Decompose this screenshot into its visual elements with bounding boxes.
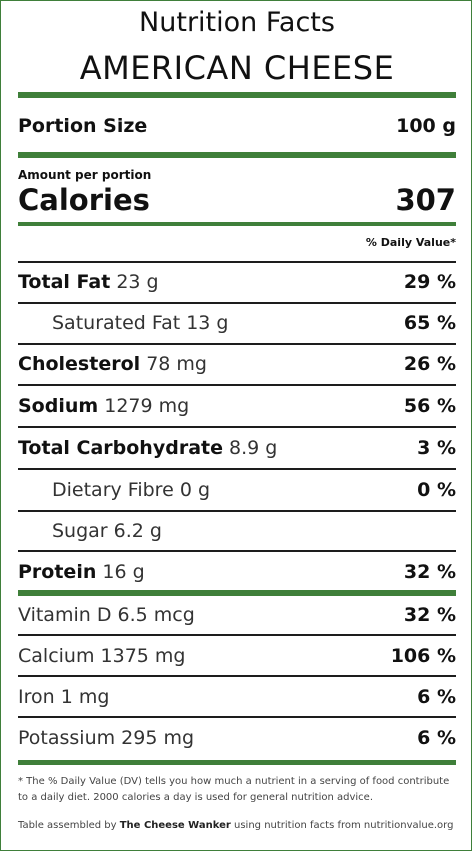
nutrient-dv: 65 % (403, 312, 456, 334)
calories-label: Calories (18, 183, 150, 217)
nutrient-name: Sodium (18, 395, 99, 417)
vitamin-amount: 6.5 mcg (117, 604, 195, 626)
nutrient-name: Total Carbohydrate (18, 437, 223, 459)
vitamin-row-potassium: Potassium 295 mg 6 % (18, 718, 456, 758)
row-divider (18, 468, 456, 470)
nutrient-dv: 26 % (403, 353, 456, 375)
row-divider (18, 634, 456, 636)
daily-value-header: % Daily Value* (365, 236, 456, 249)
vitamin-amount: 1 mg (60, 686, 110, 708)
nutrient-amount: 0 g (179, 479, 211, 501)
calories-row: Calories 307 (18, 180, 456, 220)
credit-author: The Cheese Wanker (119, 820, 231, 831)
vitamin-row-calcium: Calcium 1375 mg 106 % (18, 636, 456, 676)
nutrient-row-total-carbohydrate: Total Carbohydrate 8.9 g 3 % (18, 428, 456, 468)
green-divider (18, 152, 456, 158)
vitamin-name: Iron (18, 686, 55, 708)
row-divider (18, 426, 456, 428)
nutrient-row-sodium: Sodium 1279 mg 56 % (18, 386, 456, 426)
nutrient-row-total-fat: Total Fat 23 g 29 % (18, 262, 456, 302)
vitamin-amount: 1375 mg (100, 645, 186, 667)
row-divider (18, 384, 456, 386)
nutrient-amount: 6.2 g (113, 520, 162, 542)
green-divider (18, 222, 456, 226)
green-divider (18, 92, 456, 98)
credit-prefix: Table assembled by (18, 820, 120, 831)
vitamin-name: Potassium (18, 727, 116, 749)
nutrient-dv: 56 % (403, 395, 456, 417)
row-divider (18, 261, 456, 263)
amount-per-portion-label: Amount per portion (18, 168, 152, 182)
nutrient-amount: 13 g (186, 312, 229, 334)
nutrient-name: Cholesterol (18, 353, 141, 375)
nutrient-row-cholesterol: Cholesterol 78 mg 26 % (18, 344, 456, 384)
nutrient-row-dietary-fibre: Dietary Fibre 0 g 0 % (18, 470, 456, 510)
vitamin-name: Calcium (18, 645, 95, 667)
portion-size-label: Portion Size (18, 115, 148, 137)
nutrient-name: Protein (18, 561, 97, 583)
portion-size-value: 100 g (396, 115, 456, 137)
row-divider (18, 302, 456, 304)
vitamin-row-vitamin-d: Vitamin D 6.5 mcg 32 % (18, 595, 456, 635)
nutrient-name: Total Fat (18, 271, 111, 293)
row-divider (18, 550, 456, 552)
row-divider (18, 716, 456, 718)
green-divider (18, 590, 456, 596)
row-divider (18, 343, 456, 345)
nutrient-row-saturated-fat: Saturated Fat 13 g 65 % (18, 303, 456, 343)
nutrient-dv: 32 % (403, 561, 456, 583)
credit-suffix: using nutrition facts from nutritionvalu… (230, 820, 454, 831)
vitamin-row-iron: Iron 1 mg 6 % (18, 677, 456, 717)
nutrient-name: Saturated Fat (52, 312, 181, 334)
calories-value: 307 (395, 183, 456, 217)
nutrient-row-sugar: Sugar 6.2 g (18, 511, 456, 551)
label-title: Nutrition Facts (139, 7, 335, 38)
row-divider (18, 510, 456, 512)
product-name: AMERICAN CHEESE (79, 49, 395, 87)
row-divider (18, 675, 456, 677)
vitamin-name: Vitamin D (18, 604, 112, 626)
nutrient-amount: 1279 mg (104, 395, 190, 417)
vitamin-dv: 6 % (417, 686, 456, 708)
nutrient-name: Dietary Fibre (52, 479, 174, 501)
vitamin-amount: 295 mg (121, 727, 195, 749)
nutrient-amount: 16 g (102, 561, 145, 583)
nutrient-amount: 78 mg (146, 353, 207, 375)
vitamin-dv: 32 % (403, 604, 456, 626)
green-divider (18, 760, 456, 765)
nutrient-amount: 8.9 g (229, 437, 278, 459)
vitamin-dv: 106 % (390, 645, 456, 667)
nutrient-dv: 0 % (417, 479, 456, 501)
nutrient-name: Sugar (52, 520, 108, 542)
portion-size-row: Portion Size 100 g (18, 108, 456, 144)
vitamin-dv: 6 % (417, 727, 456, 749)
credit-line: Table assembled by The Cheese Wanker usi… (18, 818, 456, 834)
daily-value-footnote: * The % Daily Value (DV) tells you how m… (18, 776, 450, 803)
nutrient-row-protein: Protein 16 g 32 % (18, 552, 456, 592)
nutrient-amount: 23 g (116, 271, 159, 293)
nutrient-dv: 29 % (403, 271, 456, 293)
nutrient-dv: 3 % (417, 437, 456, 459)
